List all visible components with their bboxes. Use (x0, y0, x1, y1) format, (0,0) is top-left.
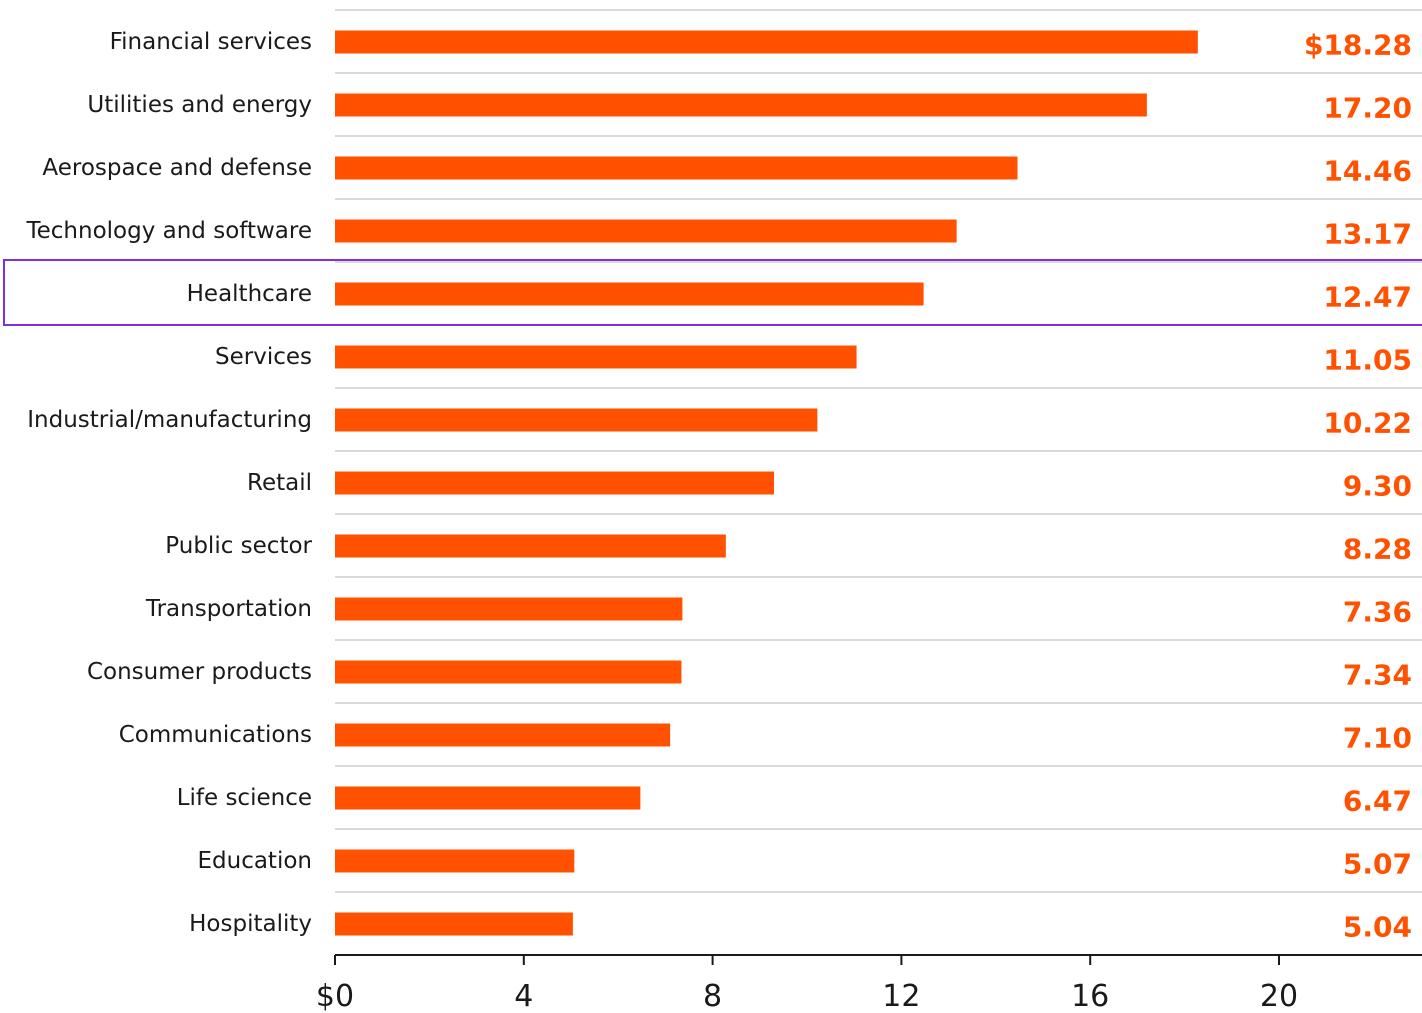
bar-communications (335, 723, 671, 747)
bar-public-sector (335, 534, 726, 558)
x-tick-label: 20 (1260, 979, 1298, 1013)
bar-retail (335, 471, 774, 495)
x-axis: $0 4 8 12 16 20 (316, 954, 1422, 1013)
bar-technology-and-software (335, 219, 957, 243)
value-label-consumer-products: 7.34 (1343, 659, 1412, 692)
highlight-box (3, 259, 1422, 326)
bar-services (335, 345, 857, 369)
value-label-communications: 7.10 (1343, 722, 1412, 755)
value-label-transportation: 7.36 (1343, 596, 1412, 629)
x-tick-label: 16 (1071, 979, 1109, 1013)
value-label-industrial-manufacturing: 10.22 (1323, 407, 1412, 440)
value-labels: $18.28 17.20 14.46 13.17 12.47 11.05 10.22 9.30… (1304, 29, 1412, 944)
bar-healthcare (335, 282, 924, 306)
bar-aerospace-and-defense (335, 156, 1018, 180)
value-label-services: 11.05 (1323, 344, 1412, 377)
category-label-services: Services (215, 344, 312, 370)
x-tick-label: 12 (882, 979, 920, 1013)
category-label-aerospace-and-defense: Aerospace and defense (42, 155, 312, 181)
value-label-education: 5.07 (1343, 848, 1412, 881)
value-label-life-science: 6.47 (1343, 785, 1412, 818)
value-label-technology-and-software: 13.17 (1323, 218, 1412, 251)
category-label-financial-services: Financial services (110, 29, 312, 55)
value-label-retail: 9.30 (1343, 470, 1412, 503)
bar-utilities-and-energy (335, 93, 1147, 117)
value-label-public-sector: 8.28 (1343, 533, 1412, 566)
category-label-transportation: Transportation (145, 596, 312, 622)
value-label-healthcare: 12.47 (1323, 281, 1412, 314)
value-label-hospitality: 5.04 (1343, 911, 1412, 944)
bar-education (335, 849, 575, 873)
highlight-group (3, 259, 1422, 326)
category-label-consumer-products: Consumer products (87, 659, 312, 685)
bar-financial-services (335, 30, 1198, 54)
bar-life-science (335, 786, 641, 810)
category-label-communications: Communications (119, 722, 312, 748)
value-label-aerospace-and-defense: 14.46 (1323, 155, 1412, 188)
category-label-healthcare: Healthcare (187, 281, 312, 307)
category-label-utilities-and-energy: Utilities and energy (87, 92, 312, 118)
bar-industrial-manufacturing (335, 408, 818, 432)
x-tick-label: 4 (514, 979, 533, 1013)
bar-transportation (335, 597, 683, 621)
x-tick-label: 8 (703, 979, 722, 1013)
value-label-financial-services: $18.28 (1304, 29, 1412, 62)
category-label-life-science: Life science (177, 785, 312, 811)
bars-group (335, 30, 1198, 936)
bar-hospitality (335, 912, 573, 936)
value-label-utilities-and-energy: 17.20 (1323, 92, 1412, 125)
row-separators (335, 9, 1422, 893)
category-label-public-sector: Public sector (165, 533, 312, 559)
category-label-retail: Retail (247, 470, 312, 496)
bar-consumer-products (335, 660, 682, 684)
x-tick-label: $0 (316, 979, 354, 1013)
category-label-hospitality: Hospitality (189, 911, 312, 937)
category-label-education: Education (197, 848, 312, 874)
category-labels: Financial services Utilities and energy Ae… (25, 29, 312, 937)
category-label-industrial-manufacturing: Industrial/manufacturing (27, 407, 312, 433)
category-label-technology-and-software: Technology and software (25, 218, 312, 244)
